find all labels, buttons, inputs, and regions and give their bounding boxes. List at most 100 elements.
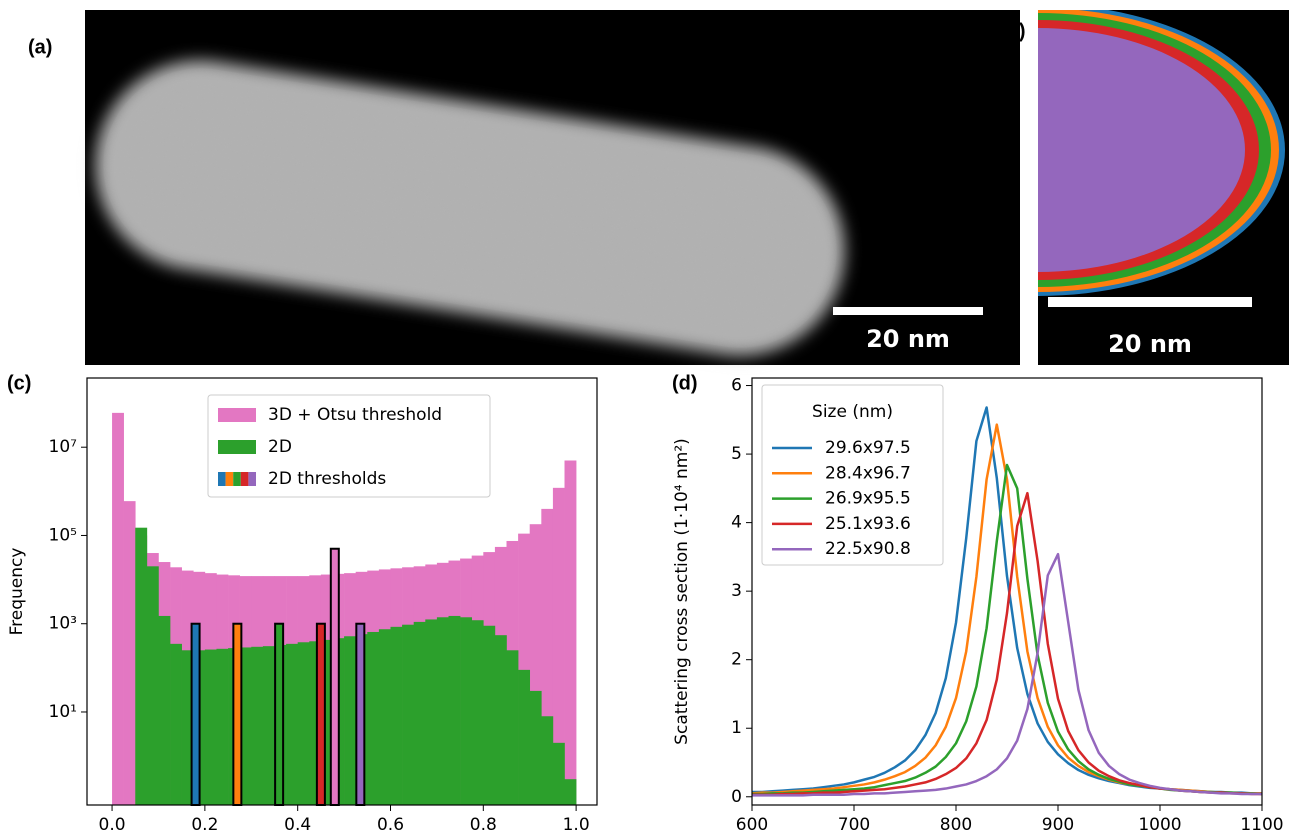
legend-swatch	[218, 472, 226, 486]
histogram-bar	[564, 779, 577, 805]
legend-label: 3D + Otsu threshold	[268, 405, 442, 425]
legend-label: 26.9x95.5	[825, 489, 911, 509]
scale-bar	[1048, 297, 1252, 307]
scale-bar	[833, 307, 983, 315]
y-tick-label: 4	[731, 513, 742, 533]
panel-label: (d)	[672, 372, 698, 394]
threshold-bar	[355, 622, 366, 806]
threshold-bar	[232, 622, 243, 806]
legend-swatch	[218, 440, 256, 454]
x-tick-label: 900	[1042, 815, 1074, 835]
histogram-bar	[552, 487, 565, 805]
legend-swatch	[225, 472, 234, 486]
histogram-chart: 0.00.20.40.60.81.010¹10³10⁵10⁷IntensityF…	[7, 372, 598, 840]
x-tick-label: 1000	[1138, 815, 1181, 835]
x-tick-label: 600	[736, 815, 768, 835]
histogram-bar	[367, 631, 380, 805]
x-tick-label: 0.8	[470, 815, 497, 835]
y-tick-label: 10⁷	[49, 437, 78, 457]
x-tick-label: 0.6	[377, 815, 404, 835]
histogram-bar	[448, 615, 461, 805]
y-tick-label: 3	[731, 581, 742, 601]
histogram-bar	[425, 619, 438, 805]
histogram-bar	[541, 508, 554, 805]
panel-label: (b)	[1000, 20, 1026, 42]
scale-bar-label: 20 nm	[866, 325, 950, 353]
histogram-bar	[518, 533, 531, 805]
x-tick-label: 1100	[1240, 815, 1283, 835]
panel-label: (a)	[28, 36, 52, 58]
legend-box	[207, 394, 491, 498]
panel-label: (c)	[7, 372, 31, 394]
legend-label: 2D	[268, 437, 292, 457]
histogram-bar	[309, 641, 322, 805]
histogram-bar	[262, 646, 275, 805]
segmentation	[1038, 10, 1285, 296]
histogram-bar	[135, 527, 148, 805]
histogram-bar	[170, 643, 182, 805]
scale-bar-label: 20 nm	[1108, 330, 1192, 358]
threshold-bar	[190, 622, 201, 806]
histogram-bar	[146, 566, 159, 805]
histogram-bar	[123, 501, 136, 805]
threshold-bar	[274, 622, 285, 806]
nanorod	[95, 60, 845, 356]
histogram-bar	[181, 650, 194, 805]
threshold-bar	[329, 547, 340, 807]
x-tick-label: 0.2	[191, 815, 218, 835]
histogram-bar	[112, 412, 124, 805]
histogram-bar	[286, 643, 298, 805]
histogram-bar	[320, 639, 333, 805]
x-tick-label: 0.4	[284, 815, 311, 835]
y-tick-label: 0	[731, 787, 742, 807]
y-tick-label: 5	[731, 444, 742, 464]
axes-frame	[86, 377, 598, 806]
histogram-bar	[216, 648, 229, 805]
legend-swatch	[248, 472, 256, 486]
histogram-bar	[402, 624, 414, 805]
histogram-bar	[552, 742, 565, 805]
legend-label: 25.1x93.6	[825, 514, 911, 534]
legend-swatch	[240, 472, 249, 486]
histogram-bar	[494, 635, 507, 805]
histogram-bar	[529, 524, 542, 805]
histogram-bar	[483, 625, 496, 805]
legend-box	[761, 384, 944, 566]
histogram-bar	[471, 620, 484, 805]
legend-label: 2D thresholds	[268, 469, 386, 489]
histogram-bar	[506, 650, 519, 805]
legend-label: 29.6x97.5	[825, 438, 911, 458]
y-tick-label: 10⁵	[49, 525, 77, 545]
threshold-bar	[315, 622, 326, 806]
histogram-bar	[460, 617, 473, 805]
histogram-bar	[204, 649, 217, 805]
legend-label: 22.5x90.8	[825, 539, 911, 559]
histogram-bar	[529, 690, 542, 805]
histogram-bar	[239, 647, 252, 805]
x-tick-label: 800	[940, 815, 972, 835]
y-tick-label: 6	[731, 376, 742, 396]
x-tick-label: 700	[838, 815, 870, 835]
y-tick-label: 2	[731, 650, 742, 670]
line-chart: 600700800900100011000123456Wavelength (n…	[672, 372, 1284, 840]
legend-title: Size (nm)	[812, 402, 893, 422]
y-axis-label: Frequency	[7, 548, 27, 636]
histogram-bar	[297, 642, 310, 805]
legend-label: 28.4x96.7	[825, 463, 911, 483]
histogram-bar	[251, 646, 264, 805]
histogram-bar	[378, 629, 391, 805]
legend-swatch	[218, 408, 256, 422]
x-tick-label: 0.0	[99, 815, 126, 835]
y-tick-label: 10³	[49, 614, 77, 634]
histogram-bar	[436, 617, 449, 805]
histogram-bar	[344, 636, 356, 805]
histogram-bar	[541, 716, 554, 805]
y-tick-label: 10¹	[49, 702, 77, 722]
histogram-bar	[518, 669, 531, 805]
legend-swatch	[233, 472, 241, 486]
histogram-bar	[390, 626, 403, 805]
histogram-bar	[413, 621, 426, 805]
histogram-bar	[564, 460, 577, 805]
line-series	[752, 552, 1262, 797]
